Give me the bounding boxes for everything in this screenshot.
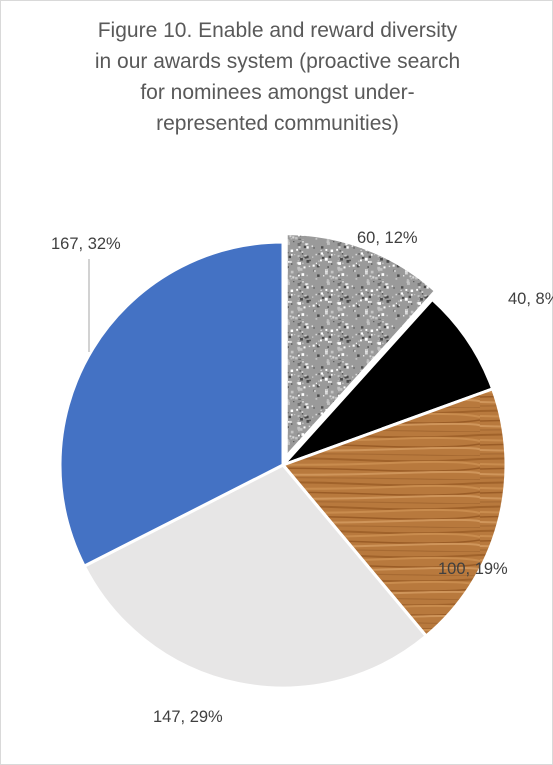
chart-title: Figure 10. Enable and reward diversity i…	[94, 19, 461, 135]
pie-slice	[58, 240, 285, 568]
slice-data-label: 147, 29%	[153, 708, 223, 726]
slice-data-label: 100, 19%	[438, 560, 508, 578]
pie-slice	[281, 387, 508, 638]
pie-slice	[284, 232, 438, 459]
slice-data-label: 40, 8%	[508, 290, 553, 308]
pie-slice	[281, 297, 495, 467]
slice-data-label: 167, 32%	[51, 235, 121, 253]
pie-slice	[82, 463, 428, 690]
slice-data-label: 60, 12%	[357, 229, 418, 247]
